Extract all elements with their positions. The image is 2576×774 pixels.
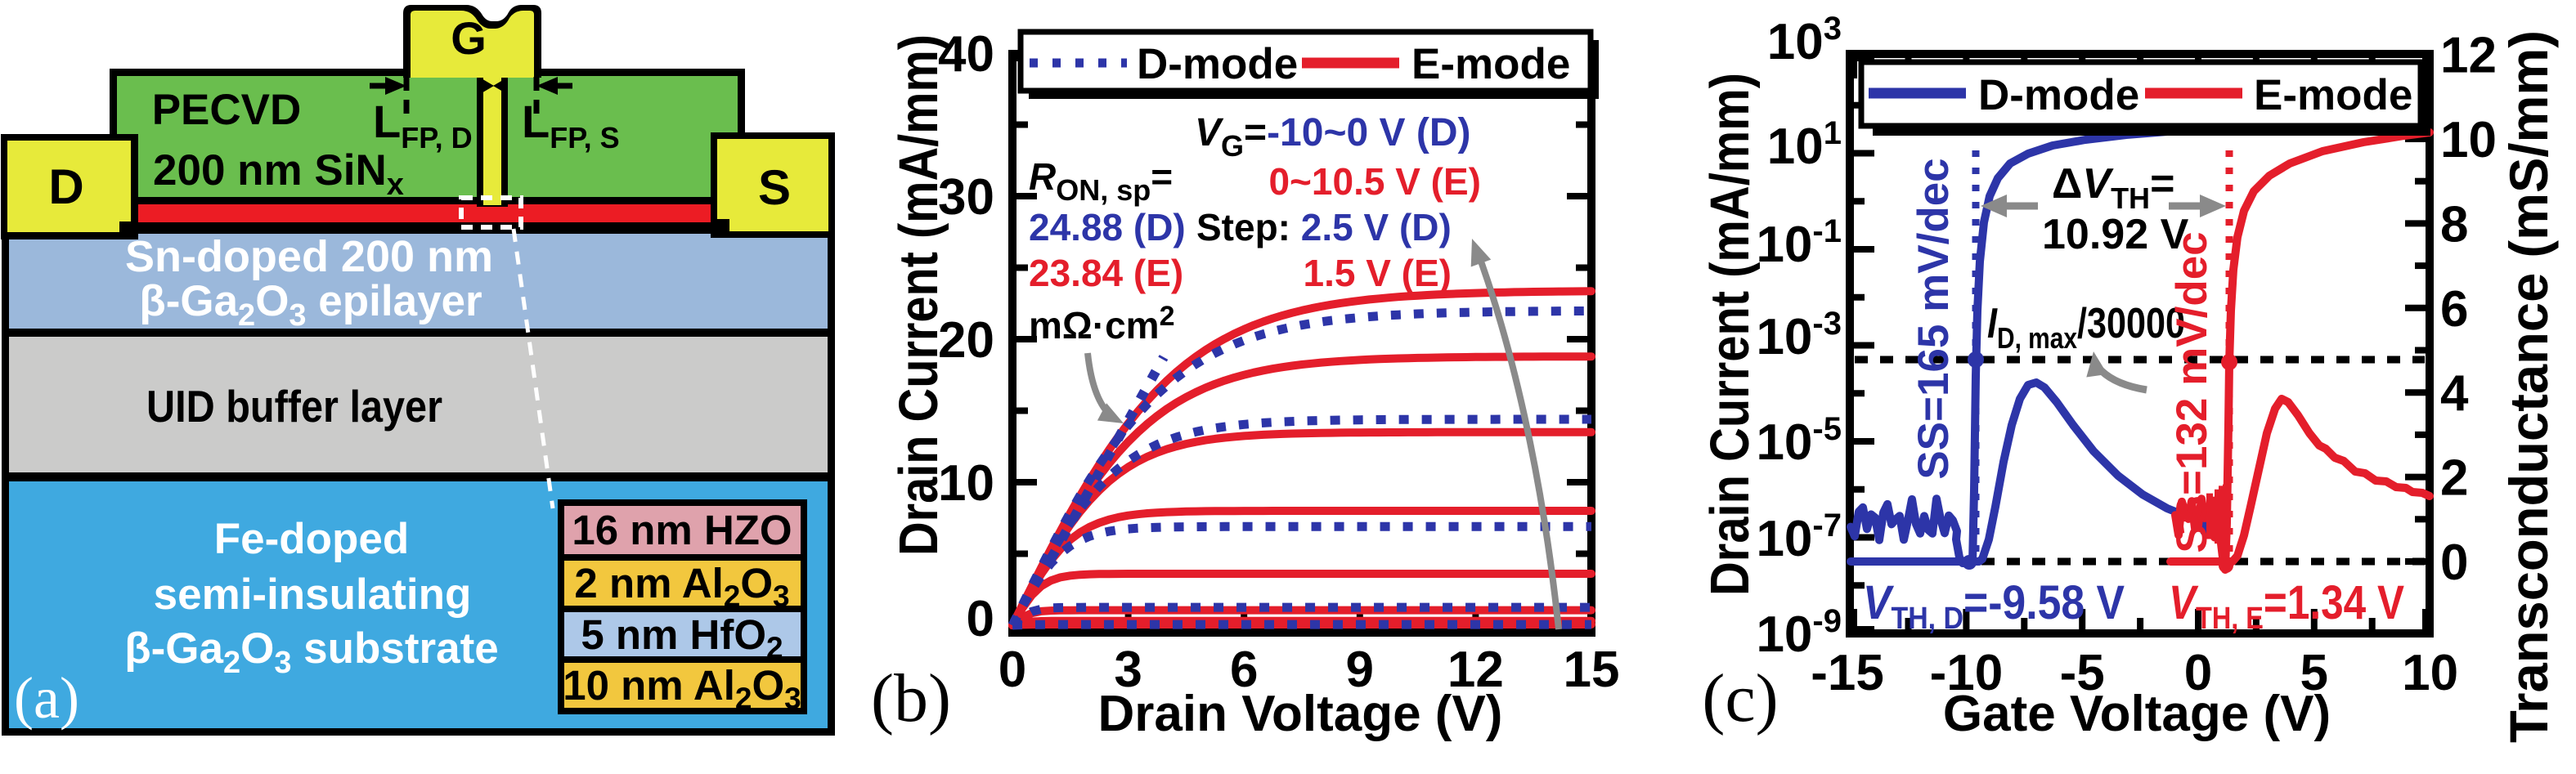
svg-text:4: 4	[2440, 365, 2469, 422]
svg-text:ID, max/30000: ID, max/30000	[1987, 300, 2185, 355]
svg-text:0: 0	[2184, 645, 2212, 701]
svg-text:Drain Current (mA/mm): Drain Current (mA/mm)	[1699, 73, 1761, 596]
svg-text:16 nm HZO: 16 nm HZO	[572, 507, 792, 553]
svg-text:0~10.5 V (E): 0~10.5 V (E)	[1268, 160, 1481, 203]
svg-text:PECVD: PECVD	[152, 86, 302, 134]
svg-text:0: 0	[967, 591, 994, 647]
svg-text:10: 10	[938, 455, 994, 512]
svg-text:9: 9	[1346, 642, 1374, 698]
svg-text:6: 6	[2440, 281, 2468, 338]
svg-text:-5: -5	[2060, 645, 2105, 701]
svg-text:3: 3	[1114, 642, 1142, 698]
svg-text:10: 10	[2402, 645, 2458, 701]
svg-text:20: 20	[938, 312, 994, 369]
svg-text:SS=132 mV/dec: SS=132 mV/dec	[2168, 231, 2216, 553]
svg-text:-10: -10	[1930, 645, 2004, 701]
svg-text:E-mode: E-mode	[1411, 40, 1570, 88]
svg-text:(c): (c)	[1702, 660, 1778, 736]
svg-text:Drain Current (mA/mm): Drain Current (mA/mm)	[888, 34, 949, 556]
svg-text:15: 15	[1564, 642, 1620, 698]
svg-text:6: 6	[1230, 642, 1258, 698]
svg-text:S: S	[758, 160, 791, 215]
svg-text:mΩ·cm2: mΩ·cm2	[1029, 301, 1175, 347]
svg-text:SS=165 mV/dec: SS=165 mV/dec	[1910, 158, 1958, 479]
svg-text:ΔVTH=: ΔVTH=	[2052, 160, 2174, 215]
svg-text:40: 40	[938, 26, 994, 83]
svg-text:5: 5	[2300, 645, 2328, 701]
svg-text:UID buffer layer: UID buffer layer	[146, 381, 442, 432]
svg-text:8: 8	[2440, 196, 2468, 253]
svg-text:200 nm SiNx: 200 nm SiNx	[153, 146, 404, 202]
svg-text:5 nm HfO2: 5 nm HfO2	[581, 611, 783, 664]
svg-text:semi-insulating: semi-insulating	[154, 570, 472, 619]
svg-text:10-1: 10-1	[1756, 213, 1842, 273]
svg-text:β-Ga2O3 substrate: β-Ga2O3 substrate	[124, 624, 499, 680]
svg-text:Sn-doped 200 nm: Sn-doped 200 nm	[125, 232, 493, 281]
svg-text:Drain Voltage (V): Drain Voltage (V)	[1098, 686, 1503, 742]
svg-text:β-Ga2O3 epilayer: β-Ga2O3 epilayer	[139, 277, 482, 333]
svg-text:10: 10	[2440, 112, 2497, 168]
svg-text:VTH, E=1.34 V: VTH, E=1.34 V	[2169, 576, 2404, 636]
svg-text:0: 0	[999, 642, 1026, 698]
svg-text:1.5 V (E): 1.5 V (E)	[1303, 252, 1452, 294]
svg-text:VTH, D=-9.58 V: VTH, D=-9.58 V	[1863, 576, 2125, 636]
svg-text:0: 0	[2440, 535, 2468, 591]
svg-text:Gate Voltage (V): Gate Voltage (V)	[1943, 686, 2331, 742]
svg-text:(b): (b)	[871, 660, 951, 736]
svg-text:12: 12	[1447, 642, 1504, 698]
svg-text:Transconductance (mS/mm): Transconductance (mS/mm)	[2498, 30, 2559, 743]
svg-text:VG=-10~0 V (D): VG=-10~0 V (D)	[1195, 111, 1470, 163]
svg-text:RON, sp=: RON, sp=	[1029, 155, 1173, 207]
svg-text:23.84 (E): 23.84 (E)	[1029, 252, 1183, 294]
svg-text:(a): (a)	[14, 665, 79, 731]
svg-text:12: 12	[2440, 28, 2497, 84]
svg-text:10 nm Al2O3: 10 nm Al2O3	[563, 662, 801, 715]
svg-text:24.88 (D): 24.88 (D)	[1029, 206, 1186, 248]
svg-text:2 nm Al2O3: 2 nm Al2O3	[574, 560, 789, 613]
svg-text:D: D	[48, 159, 83, 214]
svg-text:D-mode: D-mode	[1137, 40, 1298, 88]
svg-text:Step: 2.5 V (D): Step: 2.5 V (D)	[1196, 206, 1452, 248]
svg-text:G: G	[451, 12, 487, 64]
svg-text:30: 30	[938, 169, 994, 226]
svg-text:-15: -15	[1811, 645, 1884, 701]
svg-text:E-mode: E-mode	[2254, 71, 2412, 119]
svg-text:D-mode: D-mode	[1978, 71, 2139, 119]
svg-text:Fe-doped: Fe-doped	[214, 515, 409, 563]
svg-text:10.92 V: 10.92 V	[2042, 211, 2189, 258]
svg-text:2: 2	[2440, 450, 2468, 507]
